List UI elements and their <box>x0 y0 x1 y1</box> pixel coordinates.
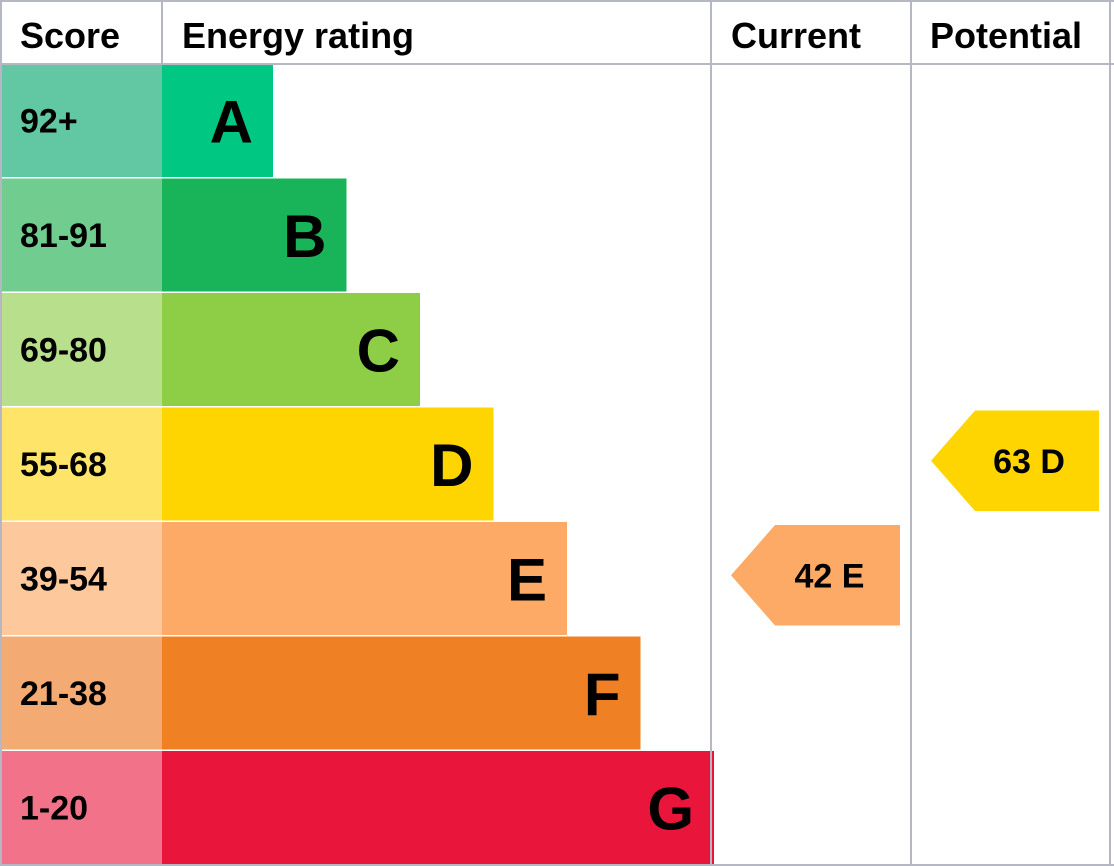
arrow-shape <box>931 410 1099 511</box>
bands-layer: 92+ A 81-91 B 69-80 C 55-68 D 39-54 E 21-38 F 1-20 G <box>0 64 714 864</box>
rating-bar <box>162 522 567 635</box>
header-row: Score Energy rating Current Potential <box>20 15 1082 56</box>
band-row-d: 55-68 D <box>0 407 494 521</box>
potential-header: Potential <box>930 15 1082 56</box>
score-cell <box>0 407 162 521</box>
score-range-label: 1-20 <box>20 789 88 827</box>
score-cell <box>0 293 162 406</box>
score-range-label: 39-54 <box>20 560 107 598</box>
rating-bar <box>162 293 420 406</box>
potential-rating-arrow: 63 D <box>931 410 1099 511</box>
score-range-label: 81-91 <box>20 217 107 255</box>
rating-letter: E <box>507 546 547 613</box>
rating-letter: A <box>210 88 253 155</box>
rating-bar <box>162 407 494 521</box>
rating-letter: D <box>430 432 473 499</box>
rating-letter: G <box>647 775 694 842</box>
score-cell <box>0 522 162 635</box>
score-range-label: 21-38 <box>20 675 107 713</box>
rating-bar <box>162 751 714 864</box>
rating-letter: F <box>584 661 621 728</box>
energy-rating-header: Energy rating <box>182 15 414 56</box>
rating-bar <box>162 64 273 177</box>
rating-bar <box>162 636 641 750</box>
rating-letter: B <box>283 203 326 270</box>
rating-letter: C <box>357 317 400 384</box>
score-header: Score <box>20 15 120 56</box>
score-cell <box>0 636 162 750</box>
score-range-label: 55-68 <box>20 446 107 484</box>
current-rating-arrow: 42 E <box>731 525 900 626</box>
score-range-label: 69-80 <box>20 331 107 369</box>
band-row-a: 92+ A <box>0 64 273 177</box>
band-row-c: 69-80 C <box>0 293 420 406</box>
score-cell <box>0 751 162 864</box>
arrow-label: 63 D <box>993 443 1065 481</box>
score-range-label: 92+ <box>20 102 78 140</box>
current-header: Current <box>731 15 861 56</box>
arrow-label: 42 E <box>795 557 865 595</box>
band-row-b: 81-91 B <box>0 178 347 292</box>
band-row-e: 39-54 E <box>0 522 567 635</box>
arrow-shape <box>731 525 900 626</box>
band-row-g: 1-20 G <box>0 751 714 864</box>
score-cell <box>0 64 162 177</box>
band-row-f: 21-38 F <box>0 636 641 750</box>
score-cell <box>0 178 162 292</box>
rating-bar <box>162 178 347 292</box>
rating-arrows: 42 E 63 D <box>731 410 1099 626</box>
